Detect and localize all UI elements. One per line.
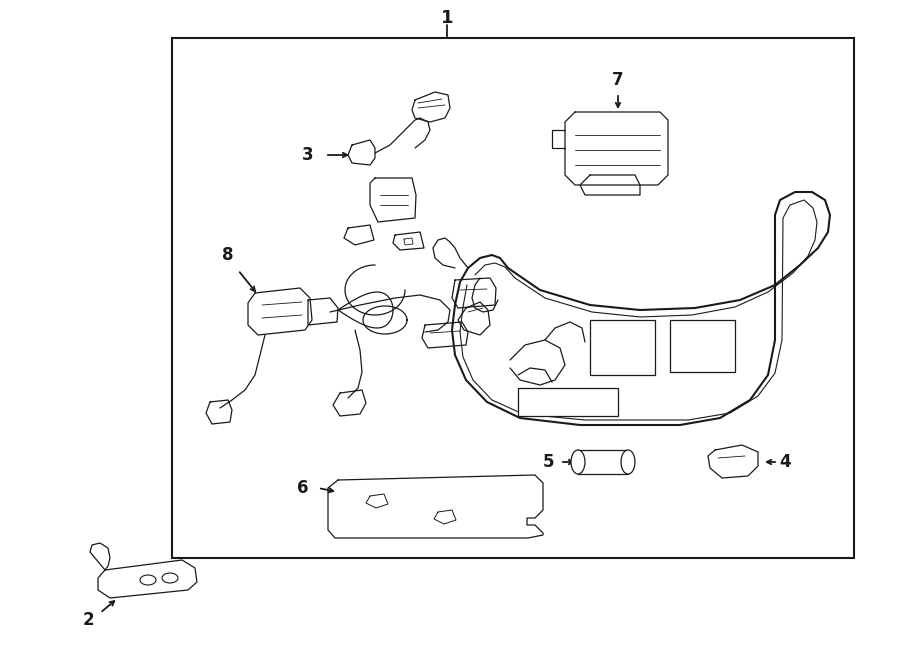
Bar bbox=[172, 38, 854, 558]
Text: 5: 5 bbox=[542, 453, 554, 471]
Bar bbox=[590, 320, 655, 375]
Bar bbox=[518, 388, 618, 416]
Text: 6: 6 bbox=[297, 479, 309, 497]
Text: 8: 8 bbox=[222, 246, 234, 264]
Ellipse shape bbox=[162, 573, 178, 583]
Text: 7: 7 bbox=[612, 71, 624, 89]
Text: 3: 3 bbox=[302, 146, 314, 164]
Text: 4: 4 bbox=[779, 453, 791, 471]
Text: 2: 2 bbox=[82, 611, 94, 629]
Ellipse shape bbox=[140, 575, 156, 585]
Bar bbox=[670, 320, 735, 372]
Text: 1: 1 bbox=[441, 9, 454, 27]
Ellipse shape bbox=[571, 450, 585, 474]
Ellipse shape bbox=[621, 450, 635, 474]
